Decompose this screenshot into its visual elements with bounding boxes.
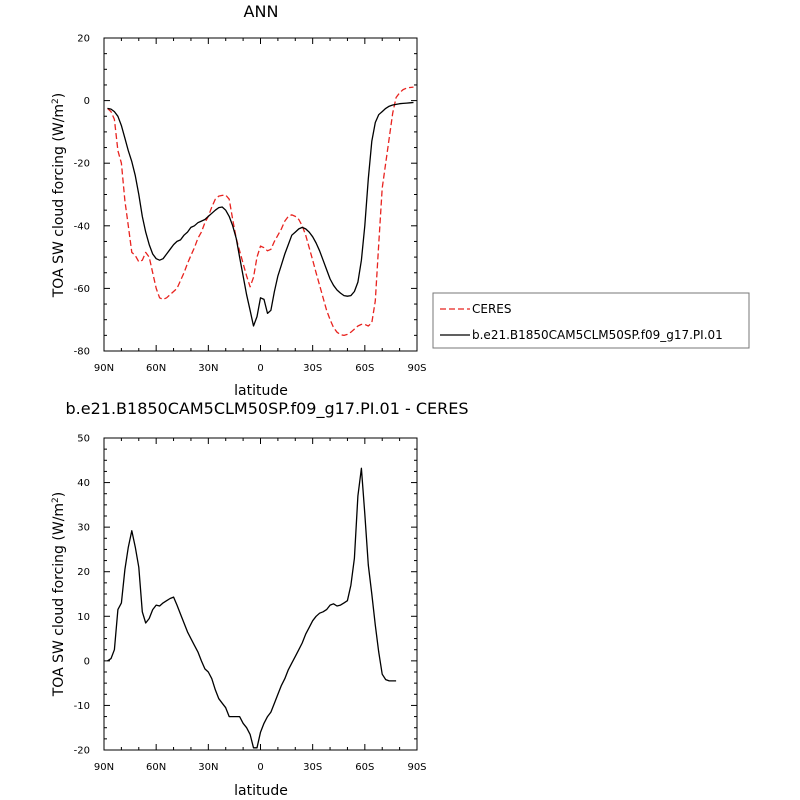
panel2-ytick-label: 20 bbox=[77, 567, 90, 578]
panel2-xtick-label: 30S bbox=[303, 762, 322, 773]
panel2-ytick-label: 30 bbox=[77, 523, 90, 534]
panel1-ylabel: TOA SW cloud forcing (W/m2) bbox=[51, 93, 67, 299]
panel2-ytick-label: 10 bbox=[77, 612, 90, 623]
panel2-xtick-label: 90N bbox=[94, 762, 114, 773]
panel2-xtick-label: 90S bbox=[407, 762, 426, 773]
panel1-series-line-1 bbox=[107, 101, 414, 327]
legend-label-model: b.e21.B1850CAM5CLM50SP.f09_g17.PI.01 bbox=[472, 328, 723, 342]
panel2-xtick-label: 60S bbox=[355, 762, 374, 773]
panel2-ytick-label: 50 bbox=[77, 434, 90, 445]
panel1-xlabel: latitude bbox=[234, 383, 288, 399]
panel2-xlabel: latitude bbox=[234, 783, 288, 799]
panel2-ytick-label: -10 bbox=[74, 701, 90, 712]
panel2-xtick-label: 0 bbox=[257, 762, 263, 773]
panel2-ytick-label: -20 bbox=[74, 746, 90, 757]
panel2-xtick-label: 60N bbox=[146, 762, 166, 773]
panel-difference: b.e21.B1850CAM5CLM50SP.f09_g17.PI.01 - C… bbox=[51, 399, 469, 799]
panel2-title: b.e21.B1850CAM5CLM50SP.f09_g17.PI.01 - C… bbox=[66, 399, 469, 419]
panel1-ytick-label: -60 bbox=[74, 284, 90, 295]
panel1-ytick-label: 0 bbox=[84, 96, 90, 107]
panel1-xtick-label: 60N bbox=[146, 363, 166, 374]
legend: CERES b.e21.B1850CAM5CLM50SP.f09_g17.PI.… bbox=[432, 292, 750, 349]
legend-box bbox=[432, 292, 750, 349]
panel2-ylabel-sup: 2 bbox=[51, 497, 61, 503]
panel1-xtick-label: 90N bbox=[94, 363, 114, 374]
panel1-xtick-label: 90S bbox=[407, 363, 426, 374]
panel1-ytick-label: -40 bbox=[74, 221, 90, 232]
panel-ann: ANN 20 0 -20 -40 -60 -80 90N 60N 30N 0 30S 60S 90S T… bbox=[51, 2, 750, 399]
panel1-ylabel-sup: 2 bbox=[51, 98, 61, 104]
panel2-ytick-label: 0 bbox=[84, 656, 90, 667]
panel1-series bbox=[107, 86, 414, 337]
panel2-series-line-0 bbox=[107, 467, 397, 749]
panel1-xtick-label: 30N bbox=[198, 363, 218, 374]
panel2-frame bbox=[103, 437, 418, 751]
panel1-title: ANN bbox=[244, 2, 279, 21]
panel1-series-line-0 bbox=[107, 86, 414, 337]
panel2-series bbox=[107, 467, 397, 749]
panel2-ytick-label: 40 bbox=[77, 478, 90, 489]
legend-label-ceres: CERES bbox=[472, 302, 512, 316]
panel2-ylabel: TOA SW cloud forcing (W/m2) bbox=[51, 492, 67, 698]
panel1-ytick-label: 20 bbox=[77, 34, 90, 45]
panel1-xtick-label: 60S bbox=[355, 363, 374, 374]
panel2-xtick-label: 30N bbox=[198, 762, 218, 773]
panel1-xtick-label: 30S bbox=[303, 363, 322, 374]
panel1-ytick-label: -20 bbox=[74, 159, 90, 170]
panel1-ytick-label: -80 bbox=[74, 347, 90, 358]
panel1-xtick-label: 0 bbox=[257, 363, 263, 374]
panel1-frame bbox=[103, 37, 418, 352]
